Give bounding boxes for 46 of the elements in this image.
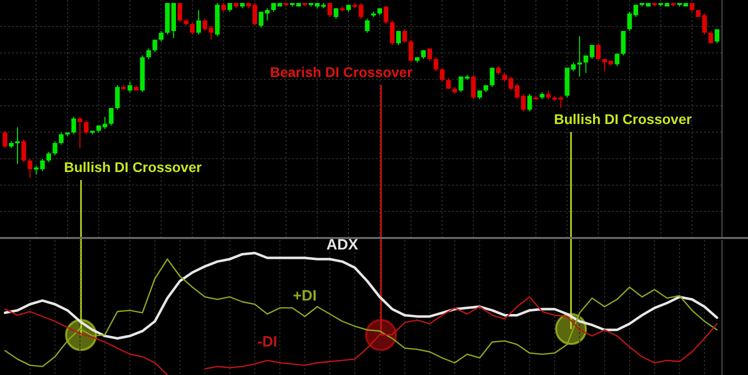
annotation: Bullish DI Crossover <box>554 111 692 127</box>
candlestick <box>440 67 445 82</box>
candlestick <box>108 108 114 126</box>
series-label: -DI <box>257 333 278 350</box>
candlestick <box>396 30 401 46</box>
candlestick <box>128 81 132 93</box>
candlestick <box>158 30 164 42</box>
candlestick <box>364 18 370 34</box>
candlestick <box>178 2 182 23</box>
annotation: Bearish DI Crossover <box>270 64 413 80</box>
candlestick <box>714 28 720 44</box>
candlestick <box>708 30 714 44</box>
candlestick <box>490 67 494 88</box>
candlestick <box>577 36 582 77</box>
candlestick <box>471 74 476 100</box>
candlestick <box>78 116 82 149</box>
candlestick <box>384 6 388 24</box>
candlestick <box>434 56 438 72</box>
candlestick <box>2 130 8 149</box>
candlestick <box>190 22 195 35</box>
candlestick <box>71 116 76 135</box>
candlestick <box>427 48 432 62</box>
candlestick <box>21 139 26 163</box>
candlestick <box>28 158 32 178</box>
candlestick <box>620 30 626 56</box>
candlestick <box>84 120 89 135</box>
candlestick <box>527 94 532 112</box>
candlestick <box>446 78 451 90</box>
candlestick <box>596 42 601 62</box>
series-label: +DI <box>292 287 317 304</box>
candlestick <box>614 53 620 66</box>
candlestick <box>390 20 395 46</box>
candlestick <box>208 25 214 40</box>
candlestick <box>408 39 414 63</box>
candlestick <box>327 2 332 18</box>
candlestick <box>152 39 158 52</box>
candlestick <box>146 48 151 60</box>
candlestick <box>402 28 408 44</box>
candlestick <box>46 151 52 163</box>
candlestick <box>115 84 120 110</box>
candlestick <box>52 140 58 156</box>
annotation: Bullish DI Crossover <box>64 159 202 175</box>
candlestick <box>196 10 201 35</box>
candlestick <box>58 132 64 146</box>
candlestick <box>202 18 208 32</box>
series-label: ADX <box>326 236 358 254</box>
